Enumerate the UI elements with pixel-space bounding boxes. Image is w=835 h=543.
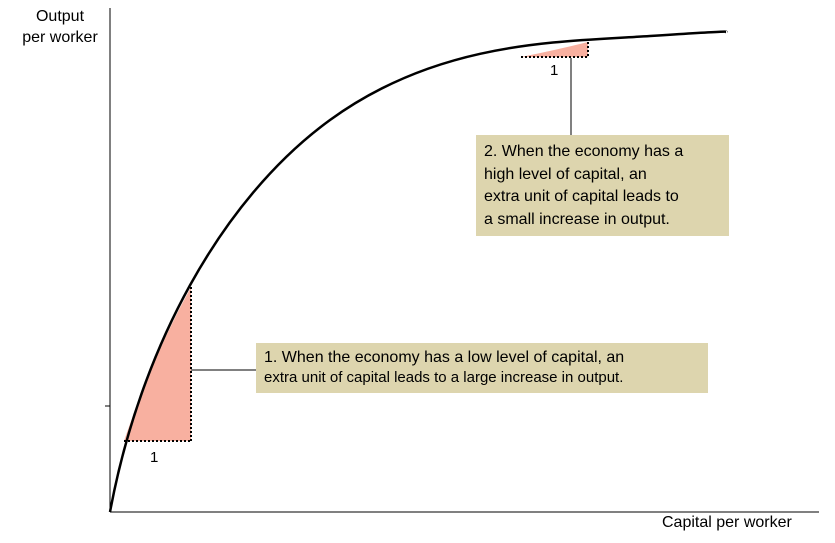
high-capital-triangle [521,42,588,57]
high-capital-callout-line2: high level of capital, an [484,165,647,183]
high-capital-unit-label: 1 [550,62,559,79]
y-axis-label-line1: Output [35,8,85,25]
high-capital-callout-line4: a small increase in output. [484,210,670,228]
low-capital-triangle [124,287,191,441]
high-capital-callout: 2. When the economy has a high level of … [476,135,729,236]
x-axis-label: Capital per worker [662,514,792,531]
low-capital-unit-label: 1 [150,449,159,466]
high-capital-callout-line3: extra unit of capital leads to [484,188,679,205]
y-axis-label-line2: per worker [22,29,98,46]
low-capital-callout-line2: extra unit of capital leads to a large i… [264,369,624,386]
high-capital-callout-line1: 2. When the economy has a [484,143,684,160]
y-axis-label: Output per worker [10,6,110,48]
low-capital-callout: 1. When the economy has a low level of c… [256,343,708,393]
production-function-curve [108,30,728,513]
low-capital-callout-line1: 1. When the economy has a low level of c… [264,349,625,366]
